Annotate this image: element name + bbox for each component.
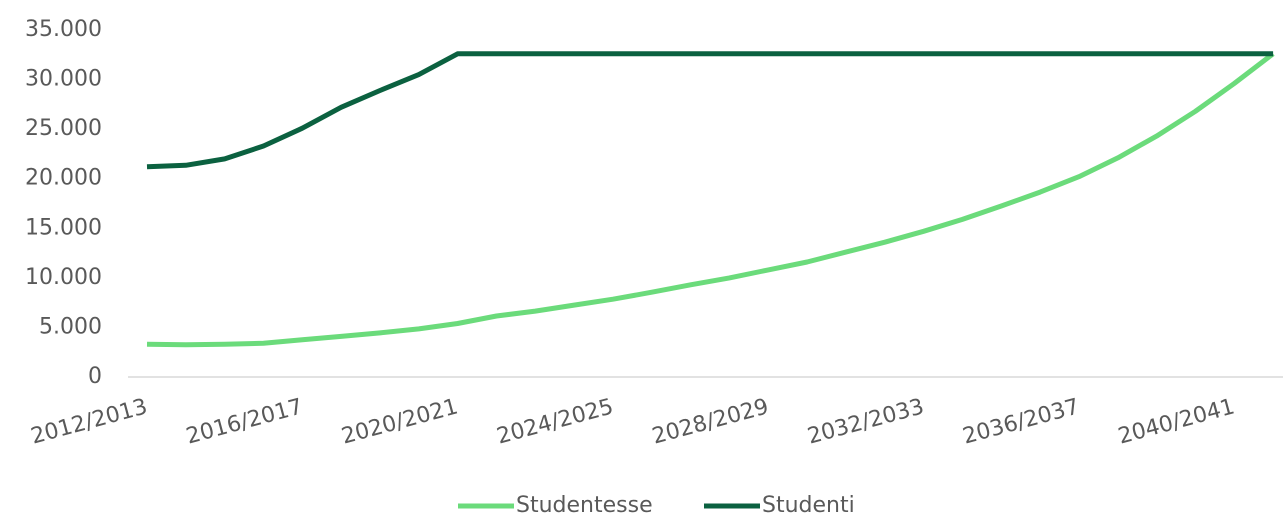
y-tick-label: 35.000 [25,17,102,42]
y-tick-label: 30.000 [25,67,102,92]
x-tick-label: 2040/2041 [1116,394,1238,449]
x-tick-label: 2036/2037 [960,394,1082,449]
legend-label: Studentesse [516,493,653,517]
y-tick-label: 10.000 [25,265,102,290]
y-tick-label: 20.000 [25,166,102,191]
y-tick-label: 0 [88,364,102,389]
x-tick-label: 2020/2021 [339,394,461,449]
line [146,51,1275,348]
y-tick-label: 15.000 [25,215,102,240]
x-tick-label: 2024/2025 [494,394,616,449]
line [146,51,1274,170]
x-tick-label: 2016/2017 [184,394,306,449]
y-tick-label: 25.000 [25,116,102,141]
legend-label: Studenti [762,493,855,517]
y-tick-label: 5.000 [39,314,102,339]
x-tick-label: 2032/2033 [805,394,927,449]
x-tick-label: 2028/2029 [650,394,772,449]
x-tick-label: 2012/2013 [28,394,150,449]
